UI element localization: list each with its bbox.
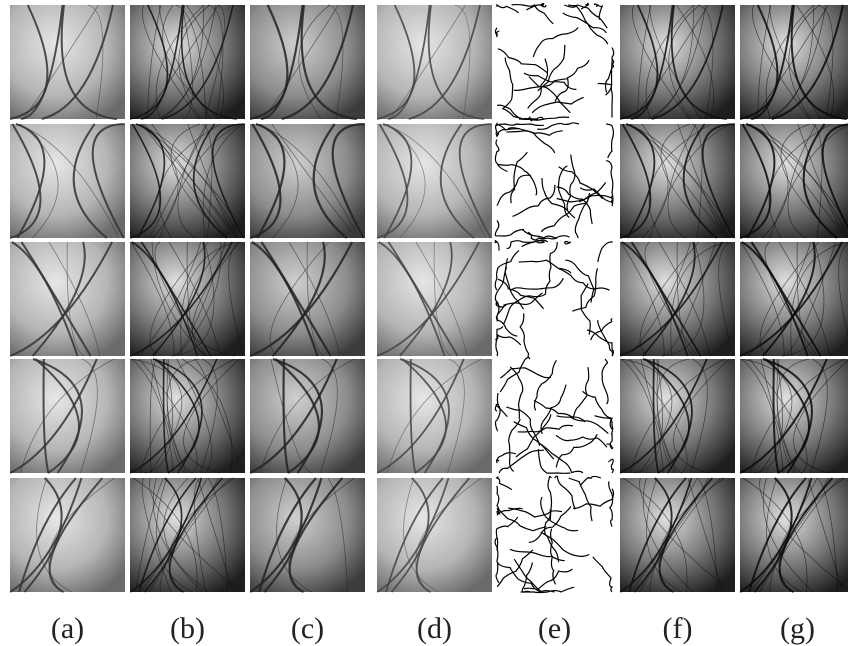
image-tile (377, 359, 492, 473)
image-tile (740, 242, 848, 356)
panel-label: (d) (417, 612, 452, 645)
image-tile (495, 476, 613, 592)
tile-bg (377, 5, 492, 119)
image-tile (740, 5, 848, 119)
image-tile (10, 359, 125, 473)
panel-label: (g) (780, 612, 815, 645)
tile-bg (497, 5, 612, 119)
tile-bg (250, 478, 365, 592)
panel-label: (b) (170, 612, 205, 645)
image-tile (377, 5, 492, 119)
image-tile (495, 357, 613, 473)
panel-label: (c) (291, 612, 324, 645)
image-tile (130, 5, 245, 119)
image-tile (10, 5, 125, 119)
panel-label: (a) (51, 612, 84, 645)
image-tile (250, 124, 365, 238)
image-tile (250, 478, 365, 592)
image-tile (740, 359, 848, 473)
image-tile (620, 242, 735, 356)
image-tile (250, 5, 365, 119)
image-tile (10, 478, 125, 592)
image-tile (495, 240, 613, 356)
page: {"panel_labels": ["(a)", "(b)", "(c)", "… (0, 0, 848, 646)
tile-bg (377, 478, 492, 592)
image-tile (250, 359, 365, 473)
figure: (a) (b) (c) (d) (e) (f) (g) (0, 0, 848, 646)
panel-label: (f) (663, 612, 693, 645)
image-tile (377, 478, 492, 592)
image-tile (250, 242, 365, 356)
image-tile (620, 478, 735, 592)
image-tile (620, 5, 735, 119)
image-tile (130, 478, 245, 592)
image-tile (130, 359, 245, 473)
image-tile (740, 124, 848, 238)
image-tile (10, 242, 125, 356)
image-tile (377, 124, 492, 238)
tile-bg (10, 5, 125, 119)
image-tile (495, 123, 613, 240)
image-tile (620, 124, 735, 238)
image-tile (10, 124, 125, 238)
image-tile (495, 3, 613, 120)
tile-bg (740, 478, 848, 592)
image-tile (130, 242, 245, 356)
tile-bg (250, 5, 365, 119)
image-tile (130, 124, 245, 238)
image-tile (620, 359, 735, 473)
image-tile (377, 242, 492, 356)
panel-label: (e) (538, 612, 571, 645)
tile-bg (10, 478, 125, 592)
image-tile (740, 478, 848, 592)
